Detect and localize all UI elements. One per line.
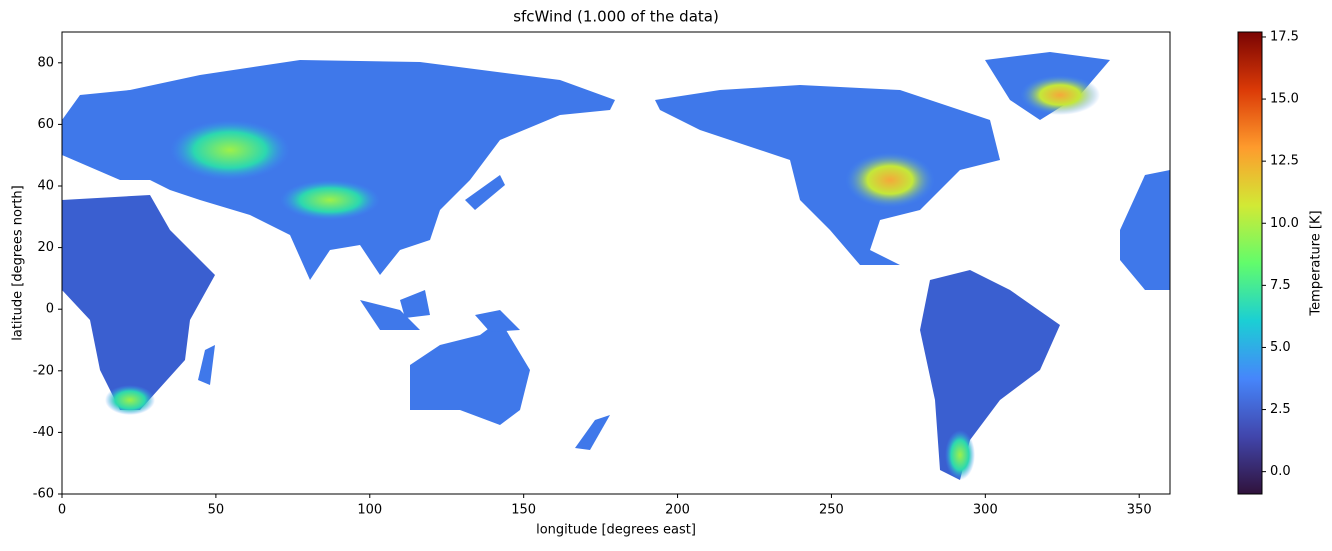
north-america bbox=[655, 85, 1000, 265]
africa-east bbox=[1120, 170, 1170, 290]
africa bbox=[62, 195, 215, 410]
eurasia bbox=[62, 60, 615, 280]
colorbar-tick-label: 0.0 bbox=[1270, 464, 1291, 479]
colorbar-tick-label: 12.5 bbox=[1270, 154, 1299, 169]
y-tick-label: -20 bbox=[33, 363, 54, 378]
colorbar-label: Temperature [K] bbox=[1309, 210, 1324, 316]
x-tick-label: 100 bbox=[357, 503, 382, 518]
chart-title: sfcWind (1.000 of the data) bbox=[513, 8, 719, 26]
colorbar bbox=[1237, 31, 1263, 495]
colorbar-tick-label: 5.0 bbox=[1270, 340, 1291, 355]
y-tick-label: 60 bbox=[37, 117, 54, 132]
x-tick-label: 150 bbox=[511, 503, 536, 518]
x-tick-label: 350 bbox=[1127, 503, 1152, 518]
y-tick-label: 0 bbox=[46, 302, 54, 317]
indonesia bbox=[360, 300, 420, 330]
x-tick-label: 300 bbox=[973, 503, 998, 518]
x-tick-label: 200 bbox=[665, 503, 690, 518]
new-zealand bbox=[575, 415, 610, 450]
x-axis-label: longitude [degrees east] bbox=[536, 523, 696, 538]
colorbar-tick-label: 10.0 bbox=[1270, 216, 1299, 231]
windy-region bbox=[280, 180, 380, 220]
south-america bbox=[920, 270, 1060, 480]
x-tick-label: 0 bbox=[58, 503, 66, 518]
windy-region bbox=[945, 430, 975, 480]
colorbar-tick-label: 17.5 bbox=[1270, 29, 1299, 44]
new-guinea bbox=[475, 310, 520, 332]
y-tick-label: 80 bbox=[37, 55, 54, 70]
y-tick-label: -60 bbox=[33, 487, 54, 502]
colorbar-tick-label: 15.0 bbox=[1270, 92, 1299, 107]
y-axis-label: latitude [degrees north] bbox=[11, 185, 26, 341]
madagascar bbox=[198, 345, 215, 385]
x-tick-label: 250 bbox=[819, 503, 844, 518]
windy-region bbox=[1020, 75, 1100, 115]
colorbar-tick-label: 7.5 bbox=[1270, 278, 1291, 293]
australia bbox=[410, 320, 530, 425]
plot-frame bbox=[61, 31, 1171, 495]
y-tick-label: 40 bbox=[37, 179, 54, 194]
japan bbox=[465, 175, 505, 210]
colorbar-tick-label: 2.5 bbox=[1270, 402, 1291, 417]
y-tick-label: -40 bbox=[33, 425, 54, 440]
windy-region bbox=[845, 152, 935, 208]
borneo bbox=[400, 290, 430, 318]
windy-region bbox=[105, 385, 155, 415]
windy-region bbox=[170, 120, 290, 180]
y-tick-label: 20 bbox=[37, 240, 54, 255]
land-masses bbox=[62, 52, 1170, 480]
x-tick-label: 50 bbox=[208, 503, 225, 518]
